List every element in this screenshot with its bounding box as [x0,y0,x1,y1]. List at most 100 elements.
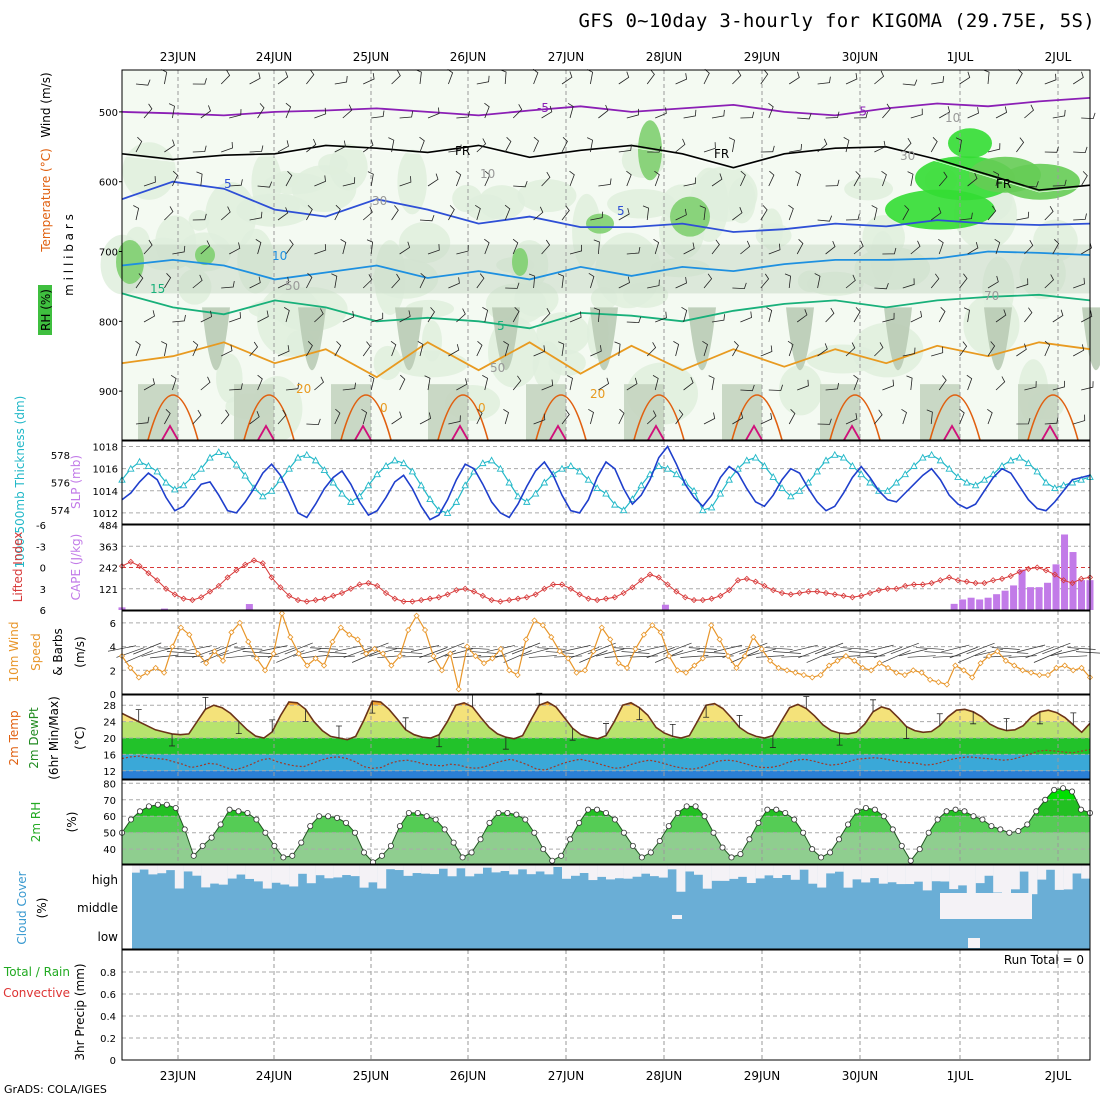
wind10-barb [638,644,667,653]
precip-axis-label: 3hr Precip (mm) [73,963,87,1060]
wind-point [270,650,277,657]
wind-barb [938,238,944,255]
cape-bar [1044,582,1052,610]
wind10-barb [166,651,195,654]
wind-barb [796,309,808,323]
wind-barb [732,341,739,357]
wind-point [893,669,900,676]
rh-point [836,836,843,843]
cloud-high-gap [878,865,888,884]
wind-barb [342,177,356,187]
thickness-point [1077,475,1085,483]
wind10-barb [150,654,179,659]
wind10-barb [941,644,970,653]
wind-barb [192,340,199,357]
li-point [330,592,337,599]
wind-point [405,626,412,634]
wind-barb [983,69,990,85]
temp-tick-label: 16 [103,750,116,761]
wind-barb [533,345,546,357]
wind-barb [703,142,716,153]
wind-point [1044,671,1051,679]
cloud-high-gap [430,865,439,875]
li-point [506,597,513,604]
wind-barb [476,408,483,425]
wind-barb [257,181,273,188]
rh-point [307,823,314,830]
rh-point [979,816,986,823]
wind-barb [703,273,713,289]
wind-barb [334,408,341,425]
cloud-high-gap [289,865,299,887]
wind10-barb [528,655,557,658]
minmax-whisker [235,721,242,735]
rh-point [145,803,152,810]
thickness-point [505,478,513,486]
wind-barb [192,78,207,85]
wind-barb [882,103,891,119]
thickness-point [311,456,320,464]
thickness-point [936,456,945,464]
rh-band [122,832,1090,864]
rh-plume [590,307,618,371]
cloud-low-gap [968,938,980,948]
y-tick-label: 500 [99,108,118,119]
cloud-high-gap [218,865,228,885]
minmax-whisker [603,723,609,736]
wind-barb [285,382,300,391]
wind-barb [874,140,886,153]
wind-barb [683,376,694,391]
minmax-whisker [636,707,643,721]
thickness-point [690,486,698,494]
wind-barb [1052,179,1067,187]
cloud-high-gap [386,865,395,870]
rh-moist [116,239,144,284]
date-label-top: 29JUN [744,50,781,64]
li-point [576,591,583,598]
wind10-barb [343,647,372,658]
thickness-point [725,475,733,483]
wind-barb [168,103,175,119]
li-point [761,582,768,589]
minmax-whisker [936,713,943,726]
y-tick-label: 800 [99,317,118,328]
wind-point [203,660,210,667]
rh-tick-label: 70 [103,796,116,807]
wind-barb [681,306,688,323]
wind-barb [229,242,241,255]
wind-barb [845,413,858,425]
thickness-tick-label: 574 [51,506,70,517]
wind-barb [902,137,912,153]
rh-point [701,813,708,820]
wind-point [901,671,908,679]
wind-barb [1052,239,1060,255]
wind-barb [558,341,565,357]
cloud-high-gap [711,865,721,881]
li-point [954,577,962,584]
thickness-point [655,461,663,469]
rh2m-axis-label: 2m RH [29,802,43,843]
wind-barb [598,377,610,391]
wind-barb [910,240,921,255]
wind-point [127,664,134,671]
temp-unit-label: (°C) [73,726,87,750]
li-point [981,580,988,587]
cloud-high-gap [826,865,835,874]
li-point [532,591,539,598]
rh-point [1060,785,1067,792]
wind-barb [340,239,347,255]
panel-frame [121,610,1091,695]
li-point [286,592,293,599]
cloud-high-gap [949,865,959,890]
rh-point [468,849,475,856]
rh-point [298,839,305,846]
cloud-high-gap [535,865,545,872]
wind-barb [1024,307,1033,323]
cloud-level-label: low [98,930,119,944]
precip-tick-label: 0 [110,1056,116,1067]
cloud-high-gap [755,865,765,879]
wind-barb [673,341,680,357]
rh-point [181,826,188,833]
wind-point [506,667,513,674]
